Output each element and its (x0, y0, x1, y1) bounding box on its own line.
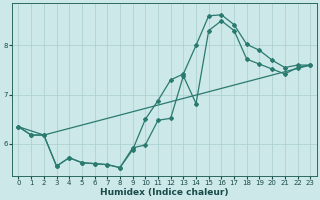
X-axis label: Humidex (Indice chaleur): Humidex (Indice chaleur) (100, 188, 228, 197)
